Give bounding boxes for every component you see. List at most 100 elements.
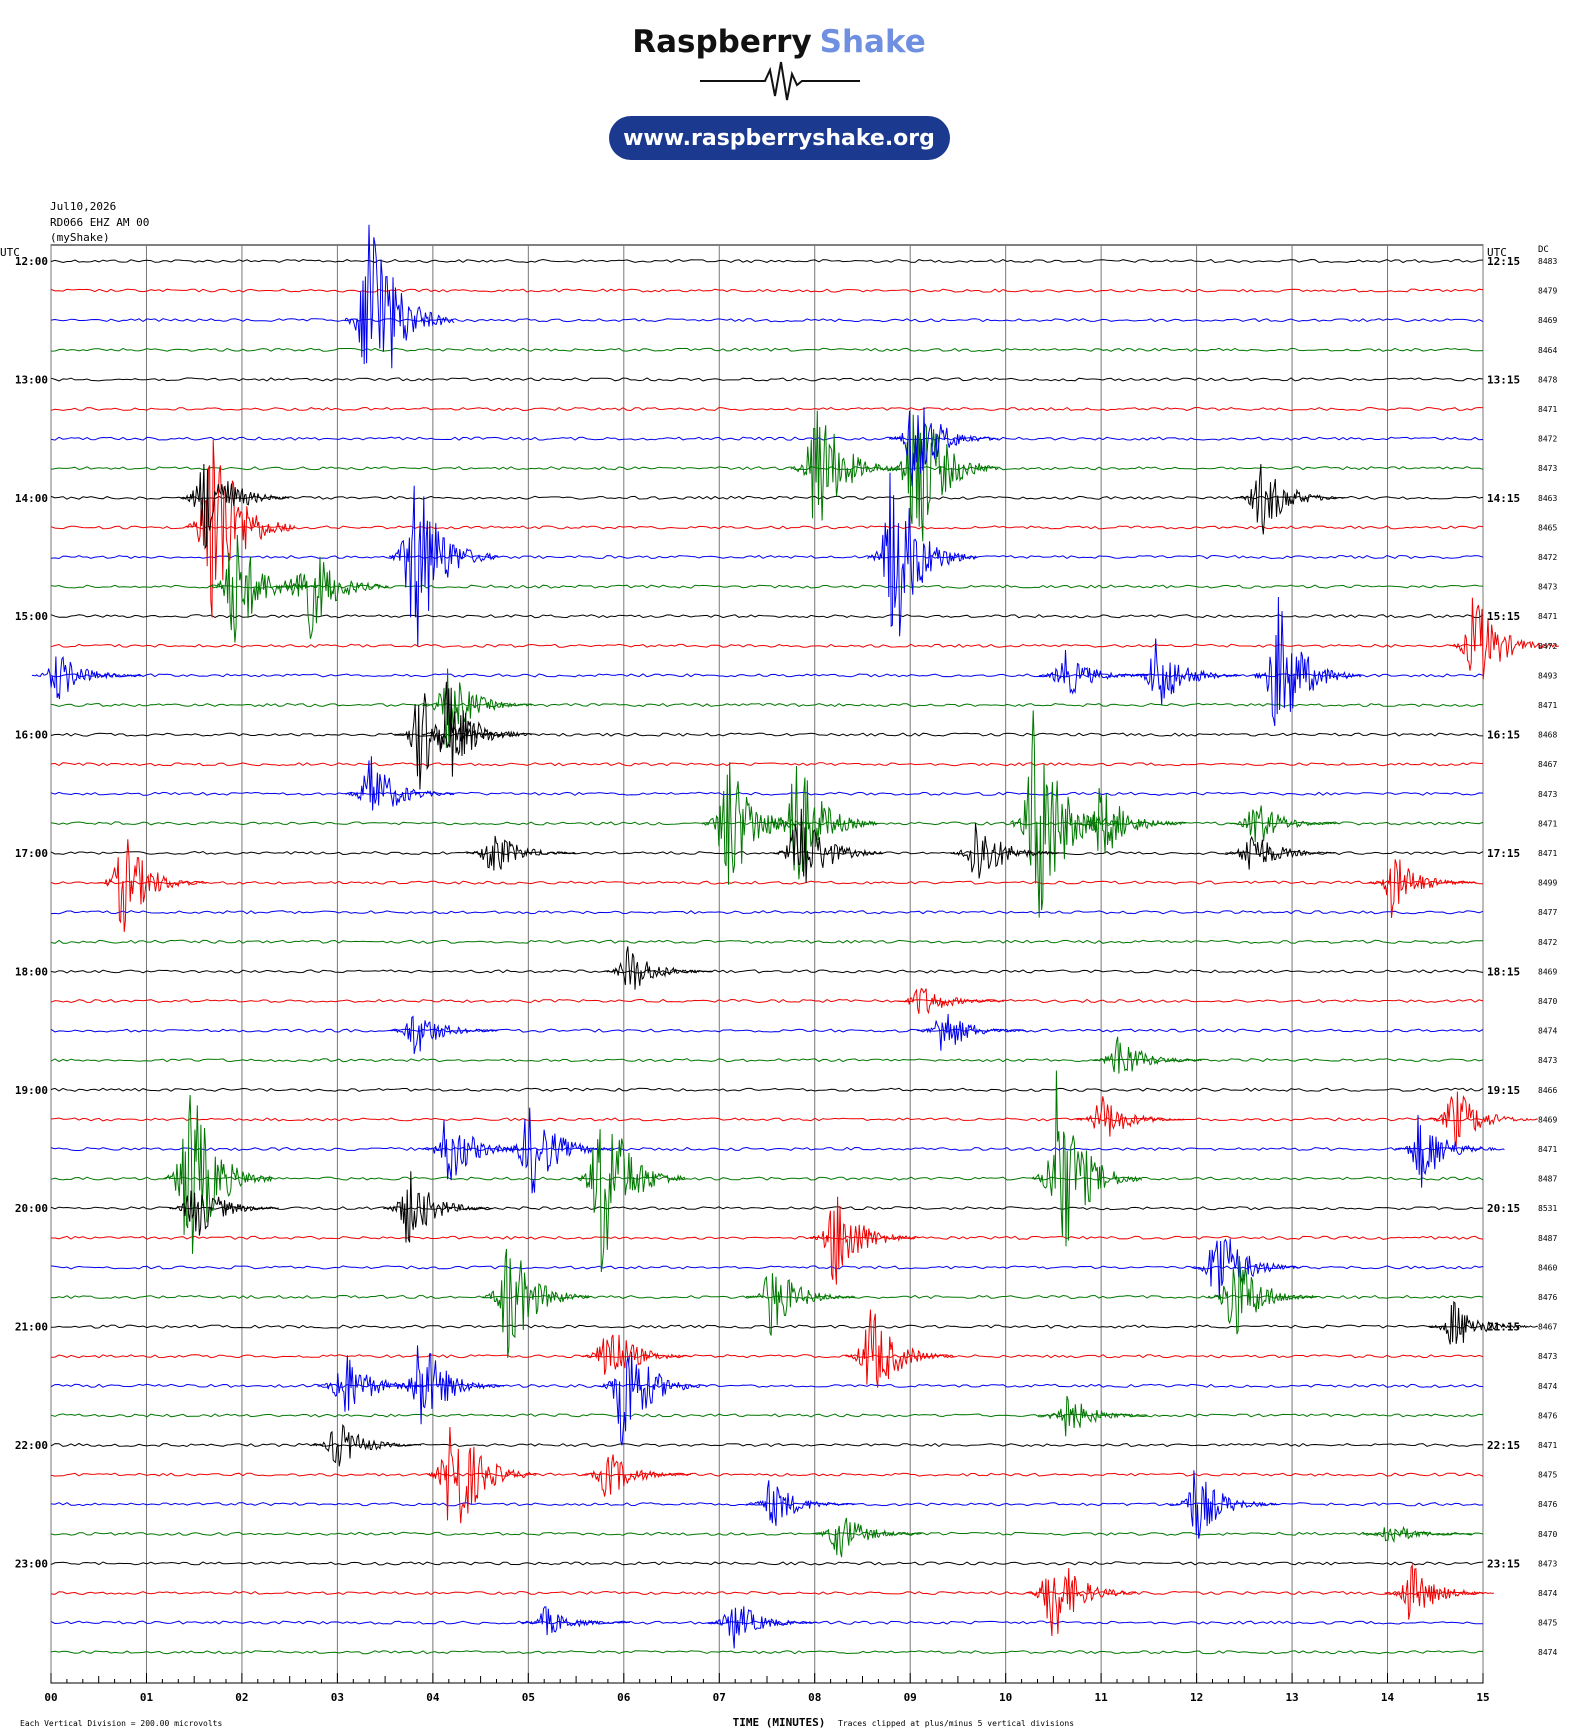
right-time-label: 16:15 [1487, 729, 1520, 742]
seismic-event [482, 1248, 592, 1358]
utc-label: UTC [1487, 246, 1507, 259]
x-tick-label: 06 [617, 1691, 631, 1704]
right-time-label: 23:15 [1487, 1557, 1520, 1570]
trace [50, 643, 1484, 648]
seismic-event [344, 224, 455, 369]
right-time-label: 15:15 [1487, 610, 1520, 623]
plot-frame [50, 244, 1484, 1684]
trace [50, 1383, 1484, 1388]
trace [50, 1590, 1484, 1596]
trace [50, 1354, 1484, 1359]
seismic-event [97, 839, 208, 932]
logo-text: Raspberry [632, 24, 811, 60]
logo-wave [700, 61, 860, 101]
dc-value: 8471 [1538, 1441, 1557, 1450]
x-tick-label: 03 [331, 1691, 344, 1704]
trace [50, 377, 1484, 382]
seismic-event [1207, 1255, 1318, 1335]
left-time-label: 19:00 [15, 1084, 48, 1097]
trace [50, 762, 1484, 767]
dc-value: 8473 [1538, 583, 1557, 592]
left-time-label: 21:00 [15, 1321, 48, 1334]
footer-right: Traces clipped at plus/minus 5 vertical … [838, 1719, 1074, 1728]
x-tick-label: 02 [235, 1691, 248, 1704]
trace [50, 1531, 1484, 1536]
trace [50, 1324, 1484, 1329]
seismic-event [745, 1273, 856, 1336]
left-time-label: 18:00 [15, 965, 48, 978]
dc-value: 8477 [1538, 908, 1557, 917]
url[interactable]: www.raspberryshake.org [623, 126, 935, 151]
left-time-label: 23:00 [15, 1557, 48, 1570]
logo-text: Shake [820, 24, 926, 60]
seismic-event [179, 463, 290, 550]
seismic-event [773, 808, 884, 883]
dc-value: 8467 [1538, 1323, 1557, 1332]
dc-value: 8473 [1538, 1056, 1557, 1065]
seismic-event [707, 1606, 817, 1649]
seismic-event [894, 987, 1005, 1015]
left-time-label: 22:00 [15, 1439, 48, 1452]
dc-value: 8479 [1538, 287, 1557, 296]
dc-value: 8471 [1538, 701, 1557, 710]
dc-value: 8460 [1538, 1263, 1557, 1272]
trace [50, 1413, 1484, 1418]
seismic-event [916, 1013, 1027, 1051]
grid [50, 245, 1484, 1683]
dc-value: 8473 [1538, 464, 1557, 473]
trace [50, 288, 1484, 293]
left-time-label: 17:00 [15, 847, 48, 860]
dc-value: 8474 [1538, 1382, 1557, 1391]
seismic-event [1131, 638, 1241, 705]
dc-value: 8474 [1538, 1589, 1557, 1598]
seismic-event [812, 1517, 923, 1558]
dc-value: 8471 [1538, 612, 1557, 621]
x-tick-label: 09 [904, 1691, 917, 1704]
trace [50, 466, 1484, 471]
dc-value: 8470 [1538, 997, 1557, 1006]
seismic-event [422, 681, 532, 777]
seismic-event [1169, 1470, 1280, 1539]
right-time-label: 19:15 [1487, 1084, 1520, 1097]
seismic-event [745, 1480, 856, 1526]
seismic-event [950, 823, 1060, 879]
seismic-event [1092, 1036, 1202, 1074]
logo: Raspberry Shake [632, 24, 926, 60]
dc-value: 8531 [1538, 1204, 1557, 1213]
dc-value: 8464 [1538, 346, 1557, 355]
seismic-event [701, 762, 812, 885]
x-tick-label: 11 [1095, 1691, 1109, 1704]
seismic-event [1225, 835, 1335, 870]
left-time-label: 12:00 [15, 255, 48, 268]
seismic-event [426, 1426, 537, 1524]
seismic-event [1037, 1395, 1148, 1437]
x-tick-label: 15 [1476, 1691, 1489, 1704]
seismic-event [597, 1351, 708, 1446]
x-tick-label: 04 [426, 1691, 440, 1704]
trace [50, 910, 1484, 915]
seismic-event [520, 1606, 630, 1636]
dc-value: 8478 [1538, 375, 1557, 384]
dc-value: 8469 [1538, 1115, 1557, 1124]
trace [50, 406, 1484, 412]
dc-value: 8463 [1538, 494, 1557, 503]
x-tick-label: 00 [44, 1691, 57, 1704]
dc-value: 8466 [1538, 1086, 1557, 1095]
trace [50, 1087, 1484, 1092]
trace [50, 702, 1484, 708]
dc-value: 8467 [1538, 760, 1557, 769]
dc-value: 8471 [1538, 819, 1557, 828]
x-tick-label: 07 [713, 1691, 726, 1704]
minor-ticks [50, 1673, 1484, 1683]
seismic-event [1428, 1091, 1538, 1148]
dc-value: 8476 [1538, 1500, 1557, 1509]
seismic-event [169, 1190, 279, 1236]
trace [50, 1294, 1484, 1300]
dc-label: DC [1538, 245, 1549, 255]
url-pill[interactable] [609, 116, 950, 160]
trace [50, 1472, 1484, 1477]
seismic-event [466, 835, 576, 871]
right-time-label: 13:15 [1487, 373, 1520, 386]
seismic-event [394, 693, 504, 790]
